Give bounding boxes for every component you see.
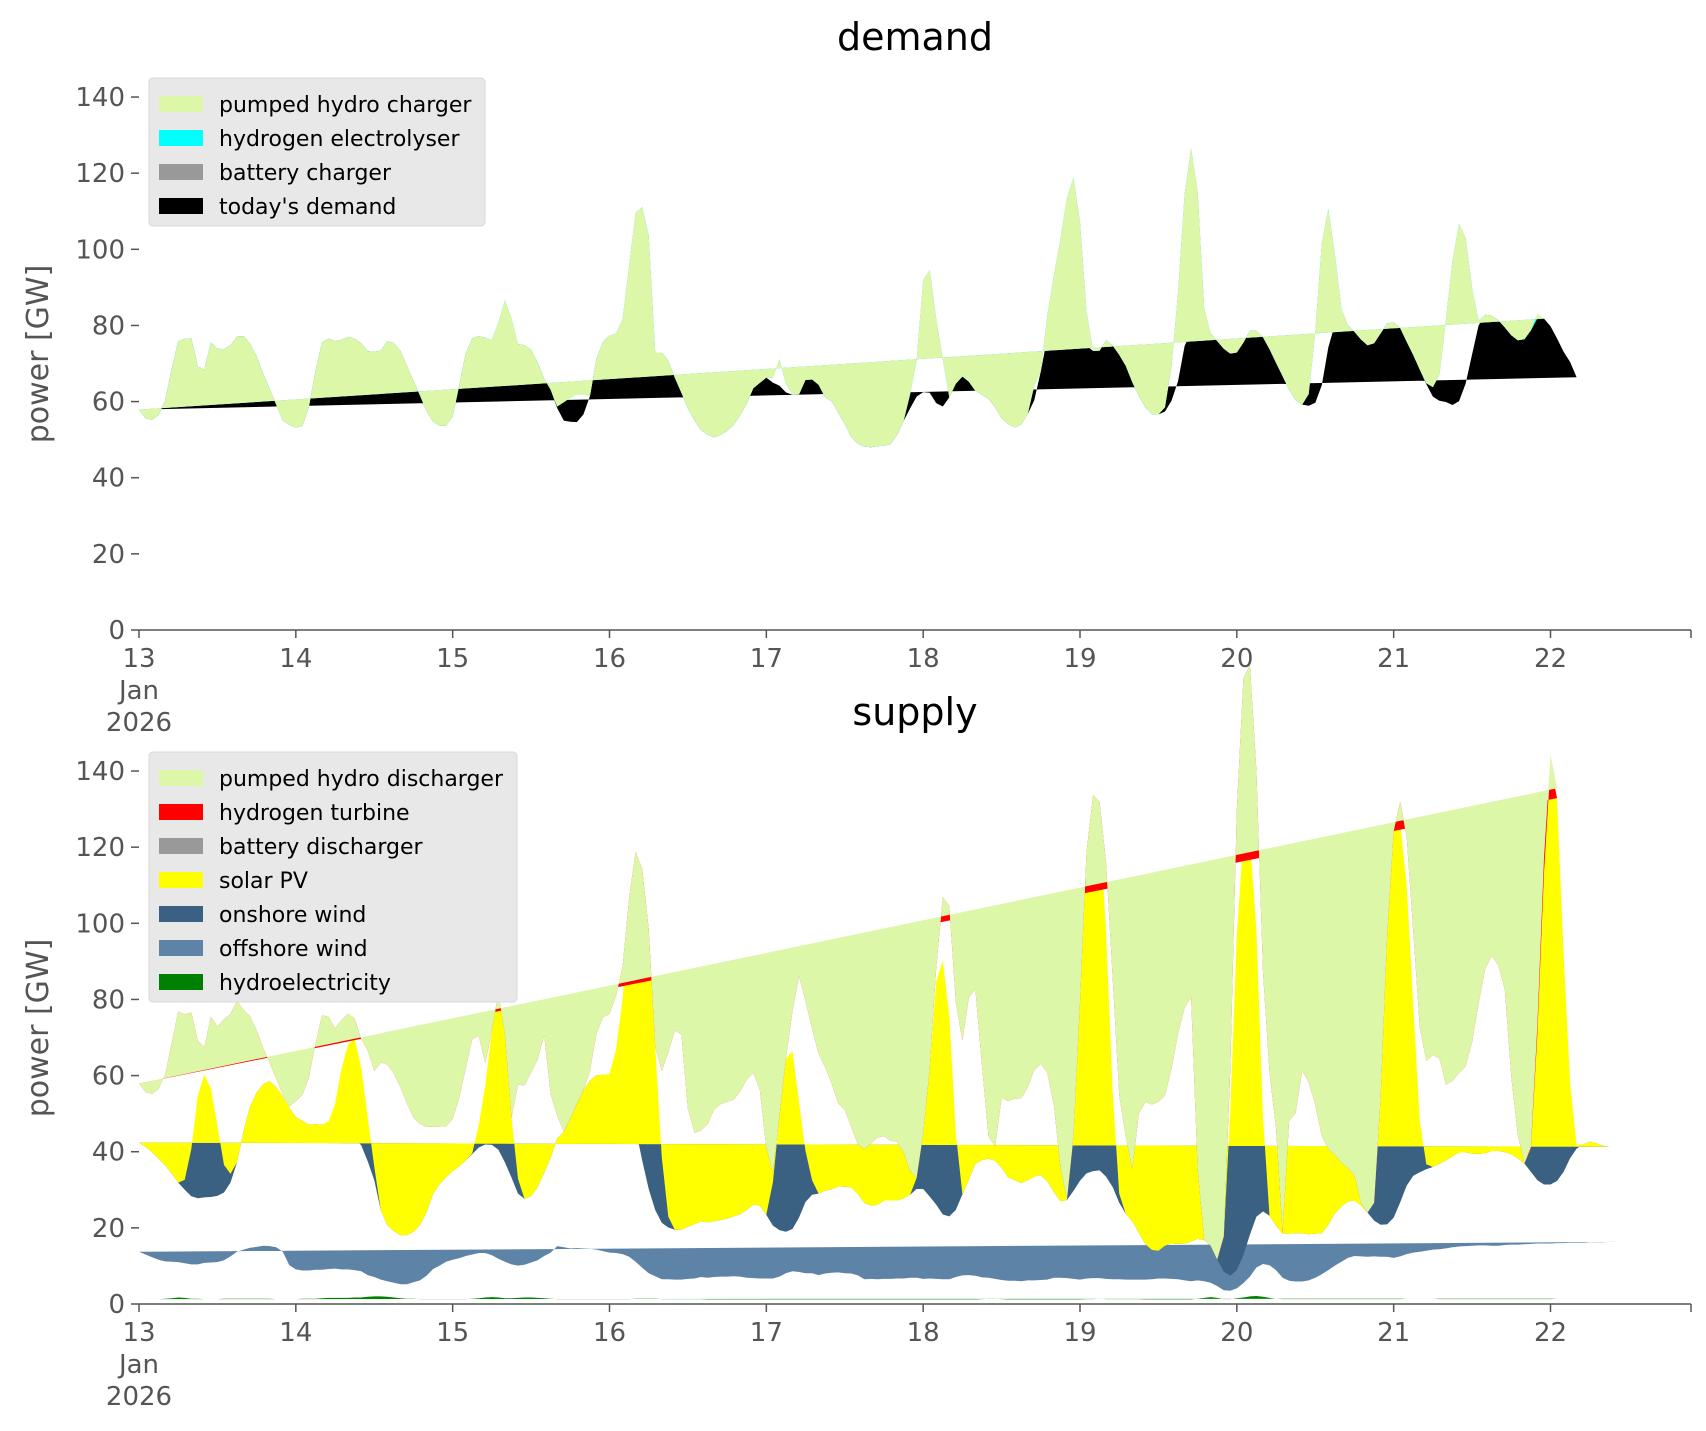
area-today-s-demand	[139, 314, 1577, 448]
legend-swatch	[159, 906, 203, 922]
area-layers	[139, 664, 1636, 1300]
x-tick-label: 19	[1063, 1318, 1096, 1348]
area-layers	[139, 148, 1577, 448]
x-tick-label: 14	[279, 644, 312, 674]
y-tick-label: 20	[92, 540, 125, 570]
x-tick-label: 19	[1063, 644, 1096, 674]
legend: pumped hydro charger hydrogen electrolyse…	[148, 77, 486, 227]
legend-label: pumped hydro discharger	[219, 767, 504, 792]
y-tick-label: 60	[92, 388, 125, 418]
x-tick-label: Jan	[117, 676, 159, 706]
x-tick-label: 13	[122, 1318, 155, 1348]
area-pumped-hydro-charger	[139, 148, 1544, 448]
legend-swatch	[159, 198, 203, 214]
y-tick-label: 120	[75, 159, 125, 189]
y-tick-label: 80	[92, 985, 125, 1015]
legend-label: solar PV	[219, 869, 308, 894]
y-tick-label: 100	[75, 235, 125, 265]
legend-swatch	[159, 96, 203, 112]
y-axis-label: power [GW]	[21, 265, 56, 444]
legend-swatch	[159, 872, 203, 888]
x-tick-label: Jan	[117, 1350, 159, 1380]
x-tick-label: 16	[593, 644, 626, 674]
legend-swatch	[159, 770, 203, 786]
legend-label: hydrogen electrolyser	[219, 127, 460, 152]
x-tick-label: 20	[1220, 1318, 1253, 1348]
x-tick-label: 20	[1220, 644, 1253, 674]
x-tick-label: 17	[750, 644, 783, 674]
legend-label: battery discharger	[219, 835, 424, 860]
y-axis: 0 20 40 60 80 100 120 140	[75, 757, 139, 1320]
x-tick-label: 13	[122, 644, 155, 674]
y-axis: 0 20 40 60 80 100 120 140	[75, 83, 139, 646]
legend-label: battery charger	[219, 161, 392, 186]
x-tick-label: 2026	[106, 708, 172, 738]
x-tick-label: 16	[593, 1318, 626, 1348]
y-tick-label: 20	[92, 1214, 125, 1244]
area-pumped-hydro-discharger	[139, 664, 1557, 1260]
y-tick-label: 40	[92, 1138, 125, 1168]
y-tick-label: 80	[92, 311, 125, 341]
area-solar-pv	[139, 764, 1610, 1260]
legend-swatch	[159, 804, 203, 820]
x-tick-label: 21	[1377, 1318, 1410, 1348]
legend-box	[148, 751, 518, 1003]
x-tick-label: 17	[750, 1318, 783, 1348]
x-tick-label: 18	[907, 1318, 940, 1348]
legend-label: hydroelectricity	[219, 971, 391, 996]
y-tick-label: 100	[75, 909, 125, 939]
legend-box	[148, 77, 486, 227]
y-tick-label: 60	[92, 1062, 125, 1092]
x-tick-label: 21	[1377, 644, 1410, 674]
y-tick-label: 120	[75, 833, 125, 863]
x-tick-label: 22	[1534, 644, 1567, 674]
legend-swatch	[159, 974, 203, 990]
y-tick-label: 0	[108, 616, 125, 646]
y-axis-label: power [GW]	[21, 939, 56, 1118]
y-tick-label: 40	[92, 464, 125, 494]
x-tick-label: 14	[279, 1318, 312, 1348]
x-tick-label: 15	[436, 1318, 469, 1348]
legend-swatch	[159, 838, 203, 854]
y-tick-label: 140	[75, 83, 125, 113]
y-tick-label: 140	[75, 757, 125, 787]
chart-title: demand	[837, 15, 993, 59]
x-tick-label: 18	[907, 644, 940, 674]
legend-swatch	[159, 130, 203, 146]
y-tick-label: 0	[108, 1290, 125, 1320]
legend-label: today's demand	[219, 195, 396, 220]
legend-swatch	[159, 940, 203, 956]
area-hydroelectricity	[139, 1296, 1636, 1300]
x-tick-label: 15	[436, 644, 469, 674]
x-tick-label: 22	[1534, 1318, 1567, 1348]
area-offshore-wind	[139, 1241, 1616, 1291]
legend-label: hydrogen turbine	[219, 801, 410, 826]
legend-label: onshore wind	[219, 903, 366, 928]
chart-title: supply	[852, 690, 977, 734]
legend: pumped hydro discharger hydrogen turbine b…	[148, 751, 518, 1003]
legend-label: offshore wind	[219, 937, 368, 962]
x-tick-label: 2026	[106, 1382, 172, 1412]
legend-label: pumped hydro charger	[219, 93, 472, 118]
legend-swatch	[159, 164, 203, 180]
